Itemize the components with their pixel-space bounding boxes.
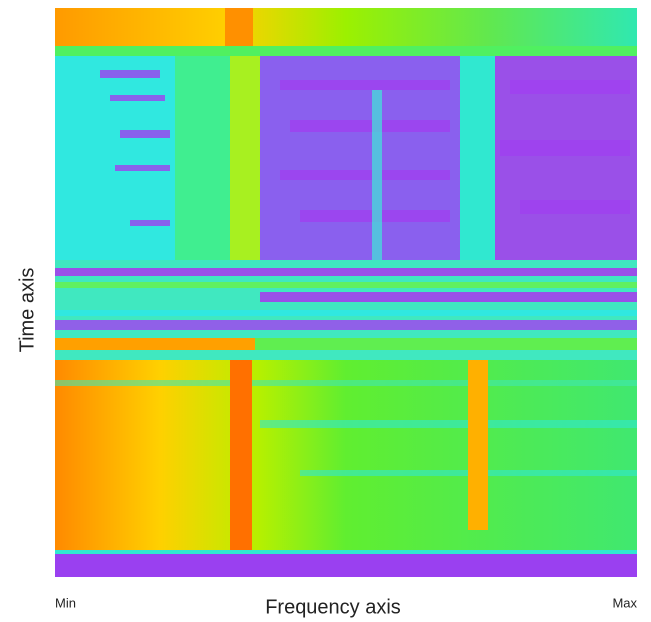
y-axis-label: Time axis: [16, 268, 38, 353]
x-axis-label: Frequency axis: [265, 596, 401, 618]
x-max-label: Max: [612, 595, 637, 610]
spectrogram: [55, 8, 637, 577]
x-min-label: Min: [55, 595, 76, 610]
